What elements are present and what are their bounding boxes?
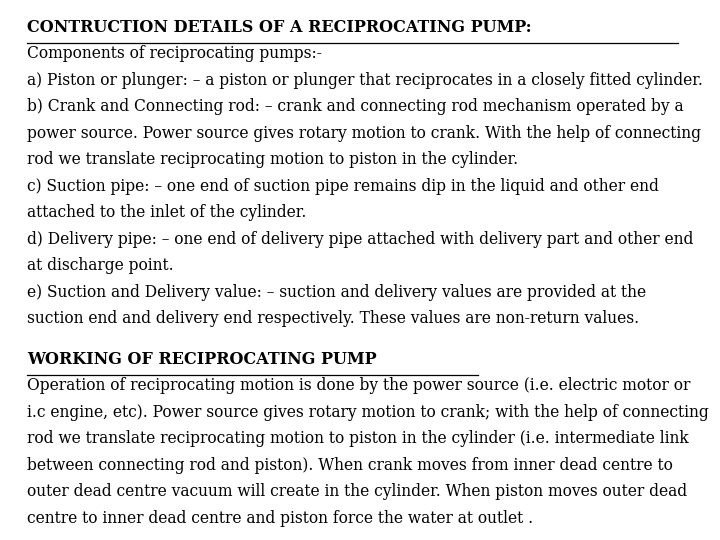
Text: c) Suction pipe: – one end of suction pipe remains dip in the liquid and other e: c) Suction pipe: – one end of suction pi… bbox=[27, 178, 660, 194]
Text: d) Delivery pipe: – one end of delivery pipe attached with delivery part and oth: d) Delivery pipe: – one end of delivery … bbox=[27, 231, 694, 247]
Text: between connecting rod and piston). When crank moves from inner dead centre to: between connecting rod and piston). When… bbox=[27, 457, 673, 474]
Text: b) Crank and Connecting rod: – crank and connecting rod mechanism operated by a: b) Crank and Connecting rod: – crank and… bbox=[27, 98, 684, 115]
Text: i.c engine, etc). Power source gives rotary motion to crank; with the help of co: i.c engine, etc). Power source gives rot… bbox=[27, 404, 709, 421]
Text: centre to inner dead centre and piston force the water at outlet .: centre to inner dead centre and piston f… bbox=[27, 510, 534, 526]
Text: power source. Power source gives rotary motion to crank. With the help of connec: power source. Power source gives rotary … bbox=[27, 125, 701, 141]
Text: WORKING OF RECIPROCATING PUMP: WORKING OF RECIPROCATING PUMP bbox=[27, 351, 377, 368]
Text: at discharge point.: at discharge point. bbox=[27, 257, 174, 274]
Text: suction end and delivery end respectively. These values are non-return values.: suction end and delivery end respectivel… bbox=[27, 310, 639, 327]
Text: a) Piston or plunger: – a piston or plunger that reciprocates in a closely fitte: a) Piston or plunger: – a piston or plun… bbox=[27, 72, 703, 89]
Text: rod we translate reciprocating motion to piston in the cylinder.: rod we translate reciprocating motion to… bbox=[27, 151, 518, 168]
Text: CONTRUCTION DETAILS OF A RECIPROCATING PUMP:: CONTRUCTION DETAILS OF A RECIPROCATING P… bbox=[27, 19, 532, 36]
Text: e) Suction and Delivery value: – suction and delivery values are provided at the: e) Suction and Delivery value: – suction… bbox=[27, 284, 647, 300]
Text: outer dead centre vacuum will create in the cylinder. When piston moves outer de: outer dead centre vacuum will create in … bbox=[27, 483, 688, 500]
Text: attached to the inlet of the cylinder.: attached to the inlet of the cylinder. bbox=[27, 204, 307, 221]
Text: Components of reciprocating pumps:-: Components of reciprocating pumps:- bbox=[27, 45, 323, 62]
Text: rod we translate reciprocating motion to piston in the cylinder (i.e. intermedia: rod we translate reciprocating motion to… bbox=[27, 430, 689, 447]
Text: Operation of reciprocating motion is done by the power source (i.e. electric mot: Operation of reciprocating motion is don… bbox=[27, 377, 690, 394]
